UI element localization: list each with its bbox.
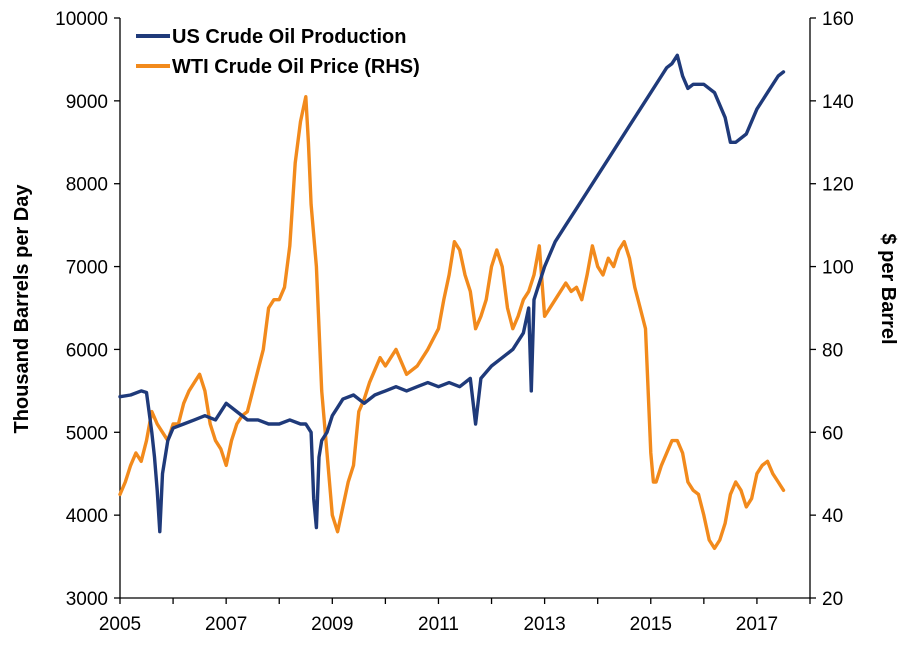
x-tick-label: 2015 — [630, 614, 672, 635]
right-tick-label: 20 — [822, 589, 843, 610]
right-tick-label: 140 — [822, 92, 854, 113]
right-tick-label: 80 — [822, 340, 843, 361]
left-tick-label: 4000 — [66, 506, 108, 527]
legend-label-production: US Crude Oil Production — [172, 26, 406, 48]
right-tick-label: 100 — [822, 258, 854, 279]
left-y-ticks: 3000 4000 5000 6000 7000 8000 9000 10000 — [55, 9, 120, 610]
x-tick-label: 2009 — [311, 614, 353, 635]
x-tick-label: 2011 — [418, 614, 459, 635]
plot-frame — [119, 18, 811, 599]
x-tick-label: 2013 — [523, 614, 565, 635]
right-tick-label: 60 — [822, 423, 843, 444]
right-tick-label: 120 — [822, 175, 854, 196]
left-tick-label: 9000 — [66, 92, 108, 113]
x-tick-label: 2005 — [99, 614, 141, 635]
legend-label-price: WTI Crude Oil Price (RHS) — [172, 56, 420, 78]
left-tick-label: 10000 — [55, 9, 108, 30]
x-tick-label: 2007 — [205, 614, 247, 635]
right-tick-label: 160 — [822, 9, 854, 30]
series-line-us-crude-oil-production — [118, 53, 786, 534]
series-line-wti-crude-oil-price — [118, 94, 786, 550]
left-tick-label: 8000 — [66, 175, 108, 196]
series-layer — [118, 53, 786, 550]
x-ticks: 2005 2007 2009 2011 2013 2015 2017 — [99, 598, 811, 635]
left-tick-label: 5000 — [66, 423, 108, 444]
left-tick-label: 6000 — [66, 340, 108, 361]
right-y-ticks: 20 40 60 80 100 120 140 160 — [810, 9, 854, 610]
right-axis-title: $ per Barrel — [877, 233, 899, 344]
legend: US Crude Oil Production WTI Crude Oil Pr… — [136, 26, 420, 78]
left-tick-label: 7000 — [66, 258, 108, 279]
right-tick-label: 40 — [822, 506, 843, 527]
left-axis-title: Thousand Barrels per Day — [11, 184, 33, 434]
left-tick-label: 3000 — [66, 589, 108, 610]
x-tick-label: 2017 — [736, 614, 778, 635]
